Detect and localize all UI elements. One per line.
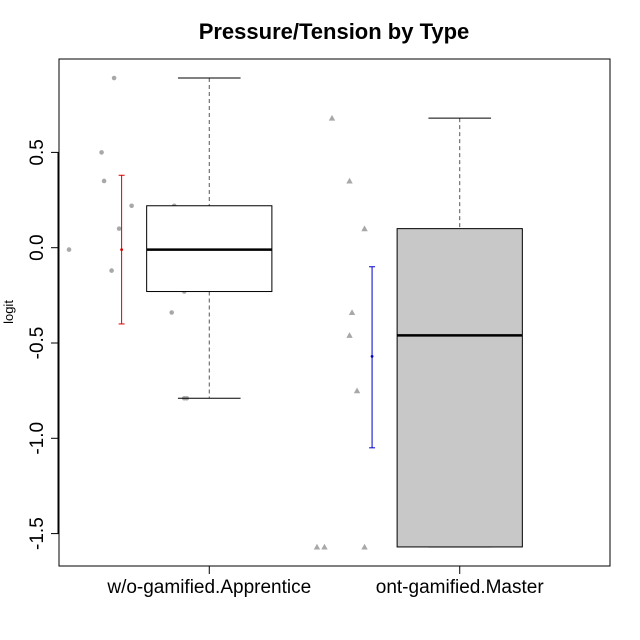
mean-ci-bars bbox=[118, 174, 376, 449]
y-axis: -1.5 -1.0 -0.5 0.0 0.5 bbox=[27, 139, 59, 550]
y-tick-label: -1.5 bbox=[27, 517, 48, 550]
data-point bbox=[116, 226, 122, 231]
data-point bbox=[313, 543, 321, 550]
boxes bbox=[146, 77, 523, 548]
data-point bbox=[346, 332, 353, 338]
plot-frame bbox=[58, 58, 611, 567]
data-point bbox=[361, 543, 368, 550]
y-tick-label: 0.5 bbox=[27, 139, 48, 165]
y-tick-label: -1.0 bbox=[27, 422, 48, 455]
data-point bbox=[169, 310, 175, 315]
x-axis: w/o-gamified.Apprentice ont-gamified.Mast… bbox=[106, 565, 545, 598]
data-point bbox=[346, 177, 353, 184]
data-point bbox=[99, 150, 104, 155]
jitter-points bbox=[66, 75, 368, 550]
data-point bbox=[348, 309, 356, 316]
data-point bbox=[109, 268, 114, 273]
x-tick-label: ont-gamified.Master bbox=[376, 577, 545, 598]
mean-marker bbox=[370, 354, 374, 358]
data-point bbox=[328, 114, 336, 121]
chart-title: Pressure/Tension by Type bbox=[199, 19, 470, 44]
data-point bbox=[129, 203, 134, 209]
data-point bbox=[111, 75, 117, 81]
data-point bbox=[66, 247, 72, 252]
x-tick-label: w/o-gamified.Apprentice bbox=[106, 577, 311, 598]
y-tick-label: -0.5 bbox=[27, 327, 48, 360]
y-axis-label: logit bbox=[1, 300, 16, 324]
data-point bbox=[353, 387, 361, 394]
iqr-box bbox=[396, 228, 523, 548]
data-point bbox=[101, 178, 107, 184]
data-point bbox=[321, 543, 328, 550]
mean-marker bbox=[120, 248, 124, 252]
data-point bbox=[361, 225, 368, 232]
y-tick-label: 0.0 bbox=[27, 234, 48, 260]
